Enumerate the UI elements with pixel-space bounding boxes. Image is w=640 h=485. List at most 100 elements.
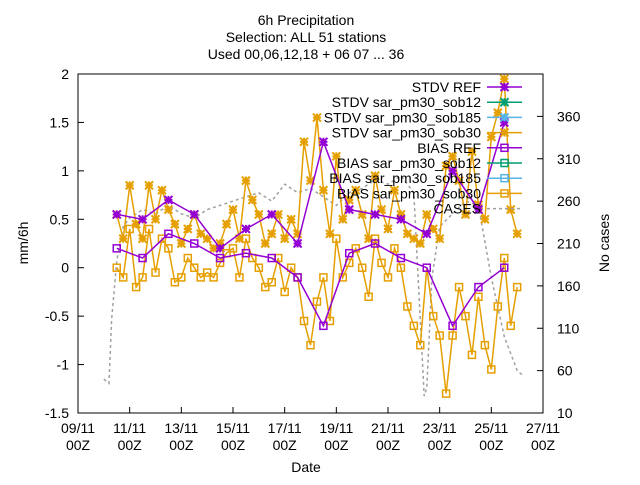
data-point-stdv-sar-pm30-sob30 [144, 180, 154, 191]
data-point-bias-sar-pm30-sob30 [261, 282, 270, 292]
legend-label: BIAS sar_pm30_sob30 [337, 185, 481, 201]
data-point-stdv-sar-pm30-sob30 [124, 180, 135, 191]
data-point-bias-sar-pm30-sob30 [487, 365, 496, 374]
data-point-stdv-sar-pm30-sob30 [331, 151, 342, 162]
data-point-stdv-sar-pm30-sob30 [376, 204, 387, 215]
data-point-bias-sar-pm30-sob30 [500, 253, 509, 263]
data-point-bias-ref [293, 273, 302, 282]
legend-marker-bias-sar-pm30-sob185 [500, 173, 509, 183]
data-point-bias-sar-pm30-sob30 [461, 311, 470, 321]
data-point-stdv-sar-pm30-sob30 [221, 219, 232, 229]
data-point-bias-sar-pm30-sob30 [190, 263, 199, 272]
data-point-bias-ref [241, 248, 251, 258]
data-point-stdv-sar-pm30-sob30 [338, 214, 348, 224]
data-point-bias-ref [267, 253, 276, 263]
data-point-stdv-sar-pm30-sob30 [467, 146, 477, 157]
y-tick-label: -1 [57, 357, 70, 373]
y2-tick-label: 110 [557, 320, 580, 336]
data-point-bias-sar-pm30-sob30 [286, 263, 296, 272]
data-point-bias-sar-pm30-sob30 [183, 253, 193, 263]
data-point-stdv-sar-pm30-sob30 [260, 238, 270, 249]
data-point-bias-sar-pm30-sob30 [254, 263, 264, 272]
x-tick-label-date: 17/11 [268, 420, 302, 436]
legend-marker-stdv-ref [499, 82, 510, 92]
data-point-bias-sar-pm30-sob30 [144, 224, 154, 234]
data-point-stdv-ref [163, 195, 174, 205]
y-tick-label: -0.5 [45, 308, 69, 324]
legend-marker-stdv-sar-pm30-sob30 [499, 127, 510, 138]
x-tick-label-hour: 00Z [376, 437, 401, 453]
data-point-stdv-sar-pm30-sob30 [176, 238, 187, 249]
data-point-stdv-sar-pm30-sob30 [415, 238, 425, 249]
data-point-stdv-sar-pm30-sob30 [402, 229, 413, 239]
data-point-stdv-sar-pm30-sob30 [512, 229, 522, 239]
data-point-stdv-sar-pm30-sob30 [409, 233, 419, 244]
x-tick-label-hour: 00Z [221, 437, 246, 453]
data-point-bias-sar-pm30-sob30 [196, 273, 205, 282]
y2-tick-label: 260 [557, 193, 581, 209]
x-tick-label-hour: 00Z [531, 437, 556, 453]
data-point-bias-sar-pm30-sob30 [403, 302, 412, 311]
x-tick-label-hour: 00Z [479, 437, 504, 453]
data-point-stdv-sar-pm30-sob30 [506, 204, 516, 215]
data-point-stdv-sar-pm30-sob30 [170, 219, 180, 229]
y2-tick-label: 10 [557, 405, 573, 421]
y2-tick-label: 160 [557, 278, 581, 294]
data-point-bias-sar-pm30-sob30 [138, 273, 147, 282]
data-point-stdv-sar-pm30-sob30 [370, 170, 380, 181]
data-point-bias-sar-pm30-sob30 [280, 287, 289, 297]
x-tick-label-date: 25/11 [474, 420, 508, 436]
data-point-bias-ref [112, 244, 121, 253]
legend-label: CASES [434, 201, 481, 217]
data-point-stdv-sar-pm30-sob30 [460, 209, 471, 220]
data-point-stdv-sar-pm30-sob30 [286, 214, 296, 224]
series-line-bias-sar-pm30-sob30 [116, 228, 518, 394]
x-tick-label-hour: 00Z [428, 437, 453, 453]
data-point-stdv-sar-pm30-sob30 [480, 214, 490, 224]
data-point-bias-sar-pm30-sob30 [383, 273, 393, 282]
y2-tick-label: 60 [557, 363, 573, 379]
x-tick-label-date: 27/11 [526, 420, 560, 436]
x-tick-label-date: 13/11 [164, 420, 198, 436]
data-point-bias-ref [190, 239, 199, 248]
data-point-bias-ref [164, 229, 173, 239]
y-tick-label: 1 [61, 163, 69, 179]
data-point-stdv-sar-pm30-sob30 [241, 175, 251, 186]
data-point-bias-sar-pm30-sob30 [209, 273, 218, 282]
data-point-stdv-sar-pm30-sob30 [157, 185, 167, 195]
data-point-stdv-sar-pm30-sob30 [279, 233, 290, 244]
x-tick-label-date: 23/11 [423, 420, 457, 436]
data-point-stdv-ref [292, 238, 303, 249]
legend-marker-bias-ref [500, 143, 509, 153]
data-point-stdv-sar-pm30-sob30 [183, 224, 193, 234]
x-tick-label-date: 09/11 [61, 420, 95, 436]
data-point-stdv-sar-pm30-sob30 [131, 219, 141, 229]
data-point-stdv-ref [112, 209, 122, 220]
y-axis-label: mm/6h [15, 222, 31, 265]
data-point-bias-sar-pm30-sob30 [170, 277, 180, 287]
data-point-bias-sar-pm30-sob30 [416, 340, 425, 350]
data-point-stdv-sar-pm30-sob30 [499, 74, 509, 84]
data-point-bias-sar-pm30-sob30 [177, 273, 186, 282]
data-point-bias-sar-pm30-sob30 [338, 273, 348, 282]
data-point-bias-sar-pm30-sob30 [467, 350, 477, 360]
x-tick-label-hour: 00Z [169, 437, 194, 453]
data-point-stdv-ref [241, 224, 251, 234]
y2-tick-label: 210 [557, 236, 581, 252]
data-point-stdv-sar-pm30-sob30 [312, 112, 322, 123]
data-point-stdv-ref [189, 209, 199, 220]
data-point-bias-sar-pm30-sob30 [351, 244, 360, 253]
data-point-bias-sar-pm30-sob30 [319, 273, 328, 282]
data-point-bias-sar-pm30-sob30 [157, 234, 167, 243]
y-tick-label: -1.5 [45, 405, 69, 421]
y-tick-label: 0 [61, 260, 69, 276]
legend-label: BIAS sar_pm30_sob12 [337, 155, 481, 171]
data-point-bias-sar-pm30-sob30 [512, 282, 522, 292]
data-point-stdv-sar-pm30-sob30 [351, 185, 361, 195]
legend-marker-stdv-sar-pm30-sob12 [499, 97, 510, 107]
x-tick-label-date: 21/11 [371, 420, 405, 436]
data-point-stdv-sar-pm30-sob30 [228, 204, 238, 215]
data-point-bias-sar-pm30-sob30 [131, 282, 141, 292]
legend-label: STDV sar_pm30_sob30 [332, 125, 482, 141]
